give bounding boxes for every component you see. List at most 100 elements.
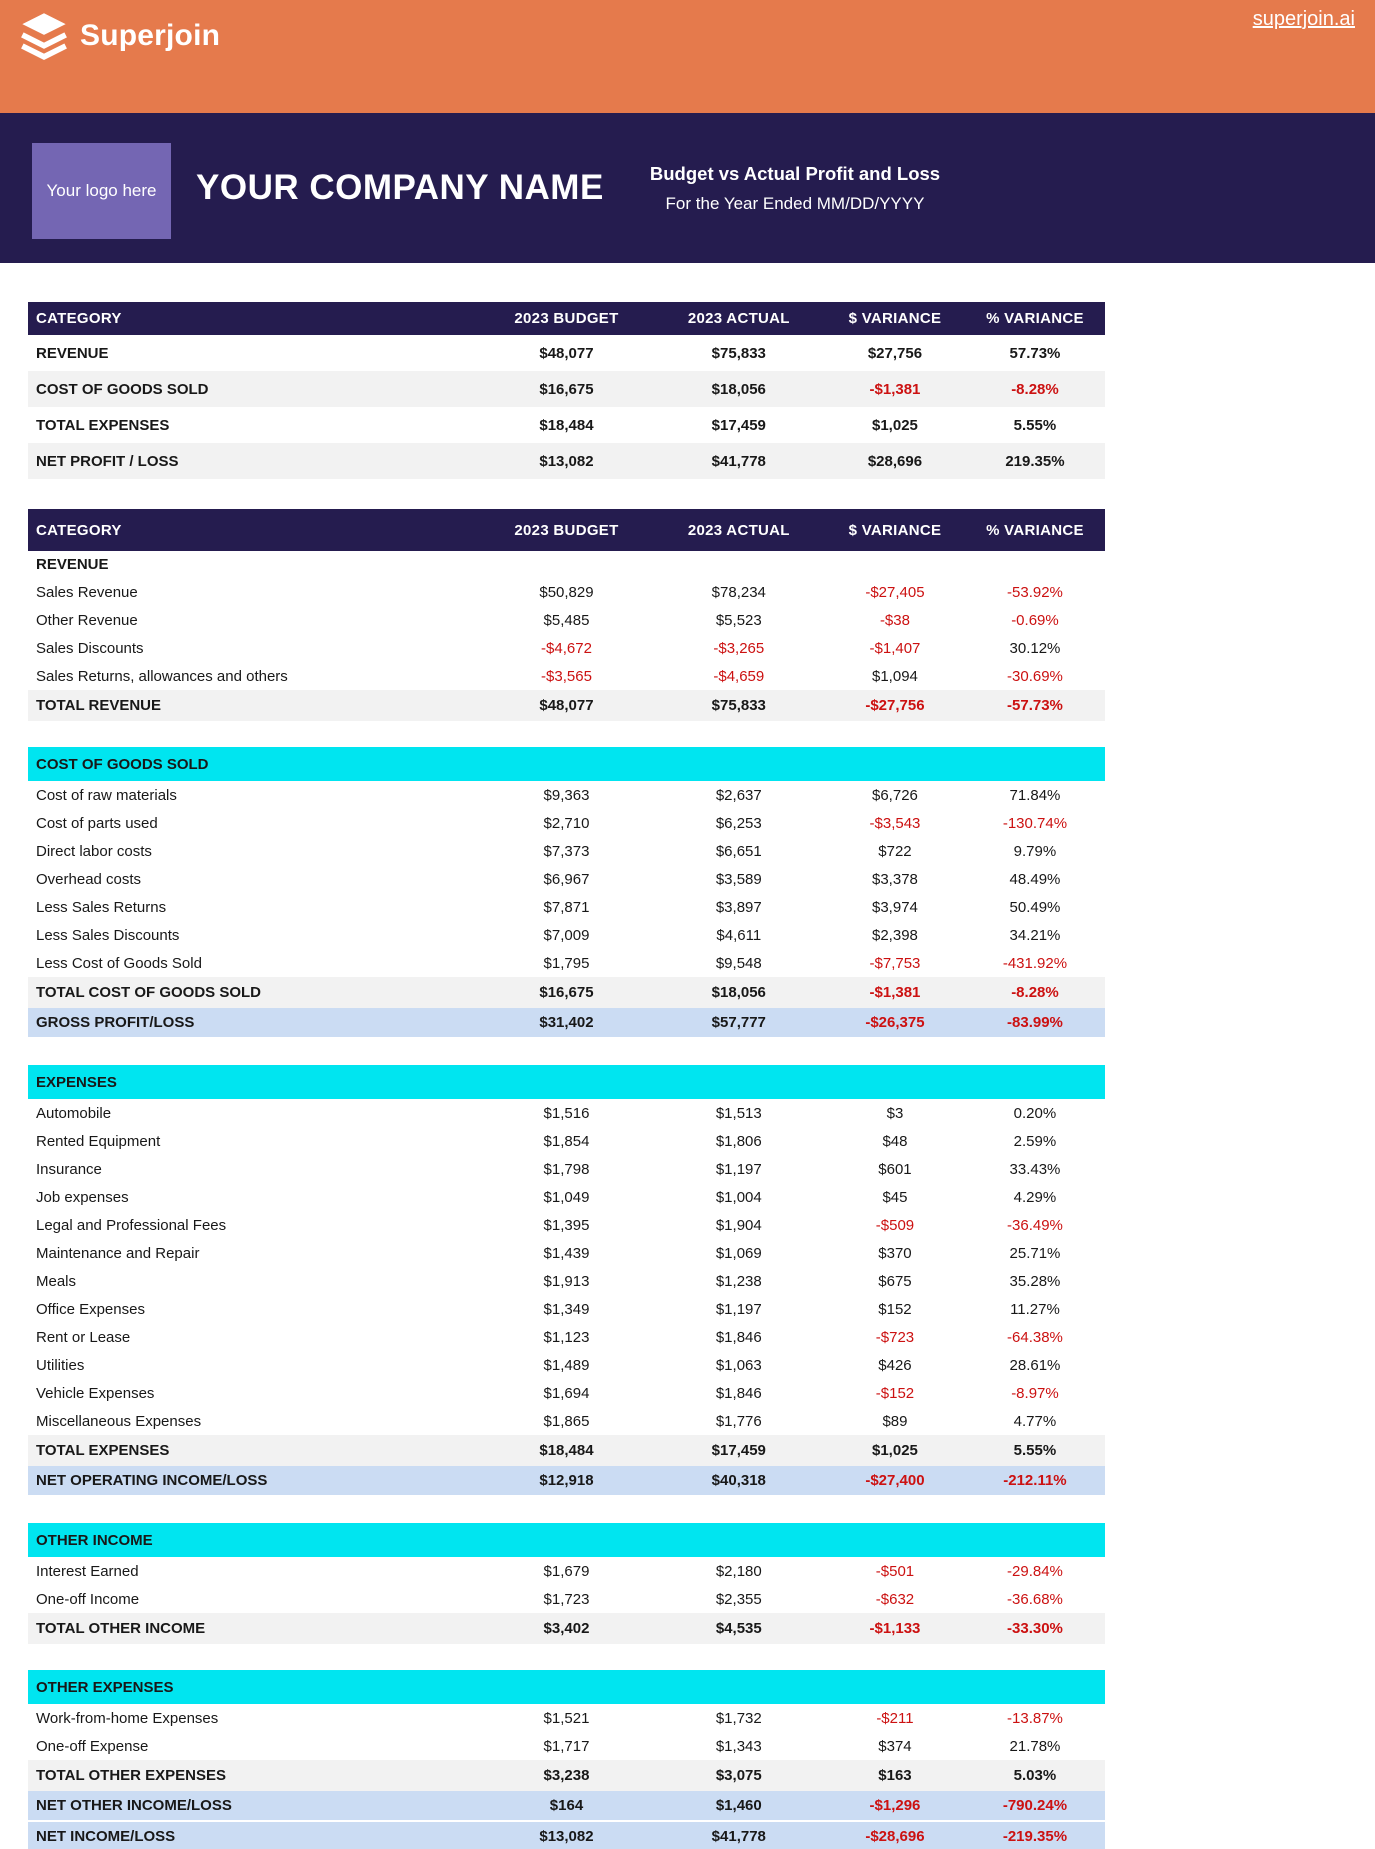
section-title-row: REVENUE <box>28 551 1105 578</box>
row-label: Sales Revenue <box>36 583 138 601</box>
table-row: One-off Income $1,723 $2,355 -$632 -36.68% <box>28 1585 1105 1613</box>
cell-actual: $1,460 <box>715 1797 762 1814</box>
masthead: Your logo here YOUR COMPANY NAME Budget … <box>0 113 1375 263</box>
table-row: Utilities $1,489 $1,063 $426 28.61% <box>28 1351 1105 1379</box>
cell-budget: $48,077 <box>539 344 594 362</box>
table-row: Vehicle Expenses $1,694 $1,846 -$152 -8.97% <box>28 1379 1105 1407</box>
cell-variance-amount: -$27,405 <box>865 583 925 601</box>
cell-budget: $1,854 <box>543 1132 590 1150</box>
cell-actual: $1,846 <box>715 1328 762 1346</box>
cell-budget: $1,521 <box>543 1709 590 1727</box>
cell-budget: $1,795 <box>543 954 590 972</box>
table-row: Sales Discounts -$4,672 -$3,265 -$1,407 30.1… <box>28 634 1105 662</box>
cell-actual: $75,833 <box>711 697 766 714</box>
table-row: Job expenses $1,049 $1,004 $45 4.29% <box>28 1183 1105 1211</box>
row-label: Rent or Lease <box>36 1328 131 1346</box>
cell-variance-percent: -33.30% <box>1007 1620 1063 1637</box>
cell-variance-amount: -$723 <box>875 1328 915 1346</box>
cell-variance-percent: -790.24% <box>1002 1797 1068 1814</box>
cell-actual: $17,459 <box>711 1442 766 1459</box>
column-header: 2023 ACTUAL <box>687 310 790 327</box>
cell-budget: $1,913 <box>543 1272 590 1290</box>
section-title: OTHER INCOME <box>36 1531 153 1549</box>
section-title: COST OF GOODS SOLD <box>36 755 209 773</box>
cell-variance-percent: 71.84% <box>1009 786 1061 804</box>
cell-variance-amount: $89 <box>882 1412 908 1430</box>
cell-budget: $13,082 <box>539 452 594 470</box>
cell-variance-amount: -$7,753 <box>869 954 921 972</box>
row-label: Insurance <box>36 1160 102 1178</box>
row-label: Overhead costs <box>36 870 142 888</box>
cell-budget: $3,238 <box>543 1767 590 1784</box>
table-row: Work-from-home Expenses $1,521 $1,732 -$211… <box>28 1704 1105 1732</box>
cell-variance-amount: $28,696 <box>867 452 923 470</box>
logo-placeholder[interactable]: Your logo here <box>32 143 171 239</box>
cell-variance-percent: -8.28% <box>1011 380 1059 398</box>
table-row: Rented Equipment $1,854 $1,806 $48 2.59% <box>28 1127 1105 1155</box>
cell-variance-amount: $426 <box>878 1356 912 1374</box>
row-label: TOTAL REVENUE <box>36 697 162 714</box>
cell-variance-percent: -57.73% <box>1007 697 1063 714</box>
cell-variance-percent: -83.99% <box>1007 1014 1063 1031</box>
cell-variance-percent: 4.29% <box>1013 1188 1057 1206</box>
row-label: Utilities <box>36 1356 85 1374</box>
cell-variance-amount: -$1,133 <box>869 1620 921 1637</box>
cell-variance-amount: -$632 <box>875 1590 915 1608</box>
detail-table: CATEGORY 2023 BUDGET 2023 ACTUAL $ VARIANCE… <box>28 509 1105 1849</box>
table-row: Less Cost of Goods Sold $1,795 $9,548 -$7,7… <box>28 949 1105 977</box>
table-row: NET OTHER INCOME/LOSS $164 $1,460 -$1,296 -7… <box>28 1791 1105 1822</box>
cell-variance-percent: 219.35% <box>1005 452 1065 470</box>
cell-actual: $1,732 <box>715 1709 762 1727</box>
table-row: GROSS PROFIT/LOSS $31,402 $57,777 -$26,375 -… <box>28 1008 1105 1039</box>
report-period: For the Year Ended MM/DD/YYYY <box>665 193 925 213</box>
cell-variance-amount: -$3,543 <box>869 814 921 832</box>
cell-variance-amount: $2,398 <box>872 926 918 944</box>
cell-budget: $48,077 <box>539 697 594 714</box>
column-header: 2023 BUDGET <box>514 310 619 327</box>
table-row: Cost of parts used $2,710 $6,253 -$3,543 -13… <box>28 809 1105 837</box>
table-row: Legal and Professional Fees $1,395 $1,904 -… <box>28 1211 1105 1239</box>
cell-budget: $16,675 <box>539 380 594 398</box>
cell-variance-percent: 21.78% <box>1009 1737 1061 1755</box>
cell-variance-percent: 5.55% <box>1013 416 1057 434</box>
column-header: 2023 BUDGET <box>514 521 619 539</box>
cell-actual: $3,075 <box>715 1767 762 1784</box>
row-label: NET INCOME/LOSS <box>36 1828 176 1845</box>
table-row: Cost of raw materials $9,363 $2,637 $6,726 7… <box>28 781 1105 809</box>
cell-variance-amount: -$28,696 <box>865 1828 925 1845</box>
table-row: One-off Expense $1,717 $1,343 $374 21.78% <box>28 1732 1105 1760</box>
cell-variance-percent: -8.28% <box>1011 984 1059 1001</box>
cell-actual: $40,318 <box>711 1472 766 1489</box>
sheet: CATEGORY 2023 BUDGET 2023 ACTUAL $ VARIANCE… <box>28 302 1105 1849</box>
row-label: GROSS PROFIT/LOSS <box>36 1014 195 1031</box>
cell-variance-percent: -30.69% <box>1007 667 1063 685</box>
cell-variance-percent: -13.87% <box>1007 1709 1063 1727</box>
row-label: TOTAL EXPENSES <box>36 416 170 434</box>
cell-actual: $9,548 <box>715 954 762 972</box>
column-header: % VARIANCE <box>986 521 1084 539</box>
row-label: Cost of raw materials <box>36 786 177 804</box>
summary-table: CATEGORY 2023 BUDGET 2023 ACTUAL $ VARIANCE… <box>28 302 1105 479</box>
cell-actual: $78,234 <box>711 583 766 601</box>
row-label: TOTAL OTHER EXPENSES <box>36 1767 227 1784</box>
row-label: One-off Expense <box>36 1737 149 1755</box>
cell-variance-amount: $152 <box>878 1300 912 1318</box>
site-link[interactable]: superjoin.ai <box>1252 8 1355 30</box>
cell-budget: -$4,672 <box>541 639 592 657</box>
cell-actual: $1,846 <box>715 1384 762 1402</box>
column-header: CATEGORY <box>36 310 122 327</box>
cell-variance-percent: 4.77% <box>1013 1412 1057 1430</box>
table-row: TOTAL EXPENSES $18,484 $17,459 $1,025 5.55% <box>28 1435 1105 1466</box>
table-row: Sales Revenue $50,829 $78,234 -$27,405 -53.9… <box>28 578 1105 606</box>
column-header-row: CATEGORY 2023 BUDGET 2023 ACTUAL $ VARIANCE… <box>28 302 1105 335</box>
cell-variance-percent: 9.79% <box>1013 842 1057 860</box>
column-header: % VARIANCE <box>986 310 1084 327</box>
cell-budget: $1,516 <box>543 1104 590 1122</box>
column-header: $ VARIANCE <box>848 310 942 327</box>
cell-actual: $6,651 <box>715 842 762 860</box>
row-label: Cost of parts used <box>36 814 158 832</box>
report-title: Budget vs Actual Profit and Loss <box>649 162 941 184</box>
cell-budget: -$3,565 <box>541 667 592 685</box>
cell-variance-percent: -130.74% <box>1002 814 1068 832</box>
